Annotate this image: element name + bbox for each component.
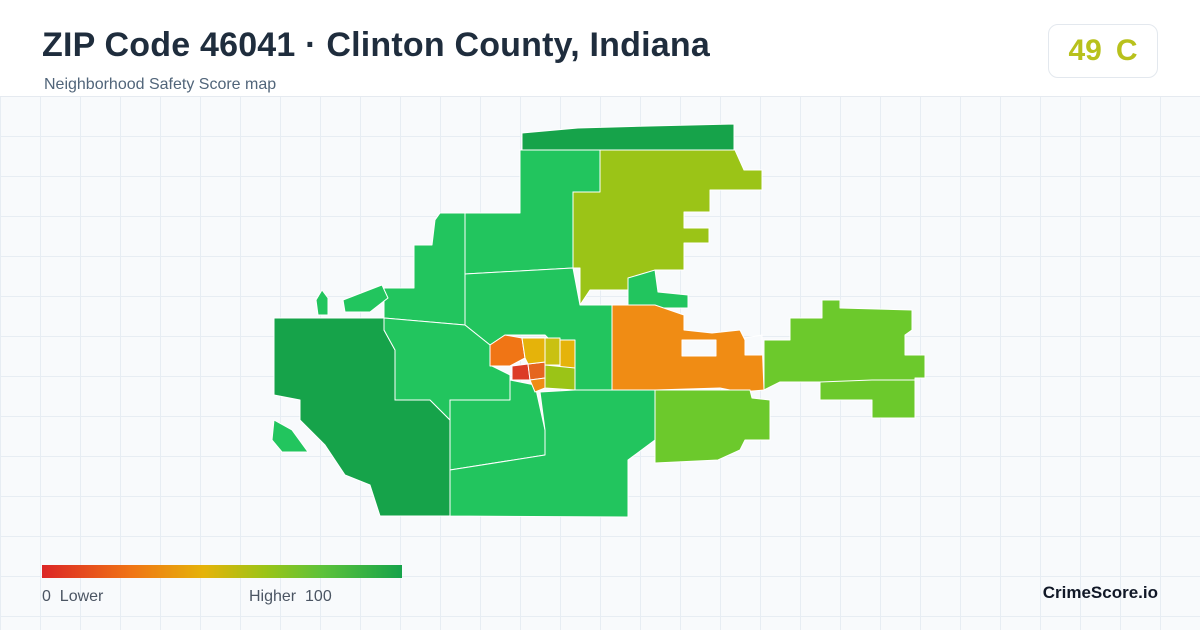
brand-logo-text[interactable]: CrimeScore.io [1042, 583, 1158, 602]
map-region[interactable] [627, 269, 689, 309]
page-subtitle: Neighborhood Safety Score map [44, 76, 277, 93]
legend-high-label: Higher [249, 588, 297, 605]
score-grade: C [1115, 34, 1138, 67]
map-hole [681, 339, 717, 357]
map-hole [744, 334, 763, 356]
legend-low: 0 Lower [42, 588, 103, 606]
map-region[interactable] [819, 379, 916, 419]
legend-low-label: Lower [59, 588, 104, 605]
map-region[interactable] [529, 377, 546, 393]
map-region[interactable] [527, 361, 546, 381]
map-region[interactable] [544, 337, 561, 366]
map-region[interactable] [654, 389, 771, 464]
map-region[interactable] [271, 419, 309, 453]
map-region[interactable] [511, 363, 531, 381]
map-region[interactable] [521, 123, 735, 151]
map-region[interactable] [544, 364, 576, 391]
legend-high: Higher 100 [249, 588, 332, 606]
map-region[interactable] [559, 339, 576, 369]
map-region[interactable] [521, 337, 546, 365]
map-region[interactable] [315, 289, 329, 316]
score-badge: 49 C [1048, 24, 1158, 78]
legend-high-value: 100 [305, 588, 332, 605]
legend-low-value: 0 [42, 588, 51, 605]
map-region[interactable] [572, 149, 763, 306]
score-value: 49 [1068, 34, 1102, 67]
legend-gradient-bar [42, 565, 402, 578]
map-region[interactable] [342, 284, 389, 313]
page-title: ZIP Code 46041 · Clinton County, Indiana [42, 26, 710, 64]
header: ZIP Code 46041 · Clinton County, Indiana… [0, 0, 1200, 97]
map-region[interactable] [383, 212, 466, 326]
